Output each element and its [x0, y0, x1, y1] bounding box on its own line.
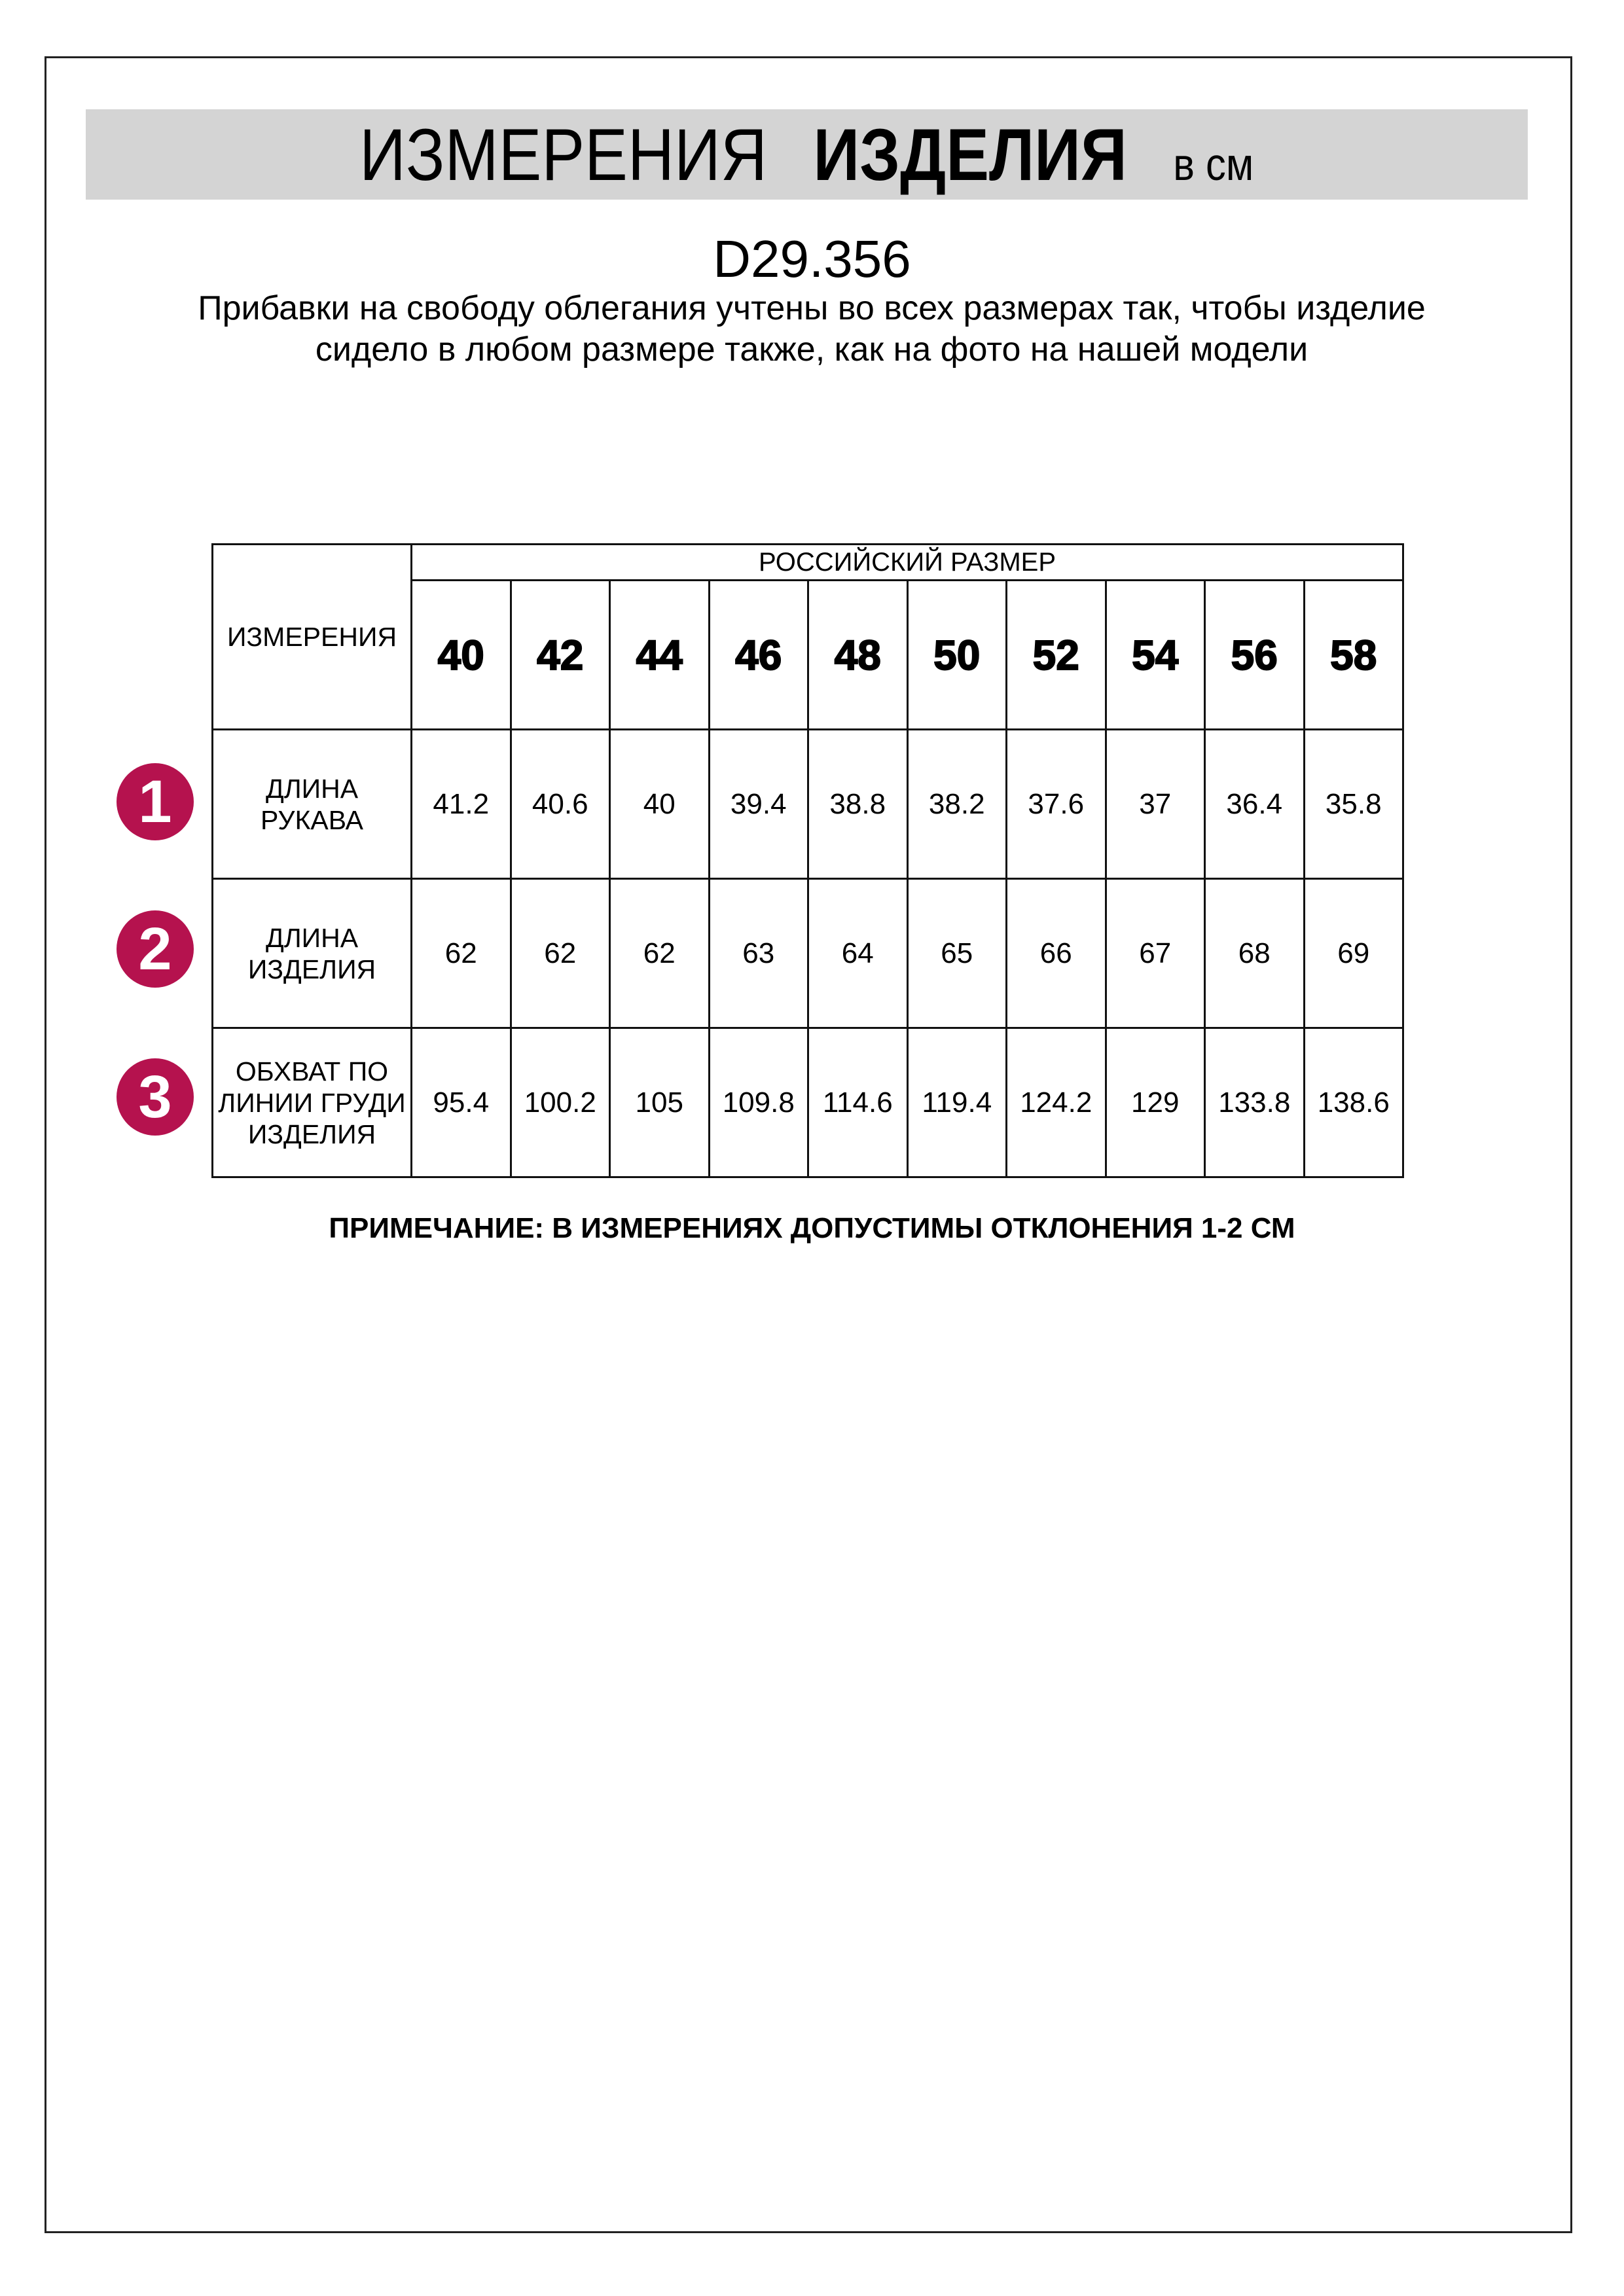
measure-value: 95.4: [410, 1027, 512, 1178]
size-header: 50: [906, 579, 1007, 730]
measure-value: 41.2: [410, 728, 512, 880]
measure-value: 138.6: [1303, 1027, 1404, 1178]
size-header: 56: [1204, 579, 1305, 730]
measure-value: 37.6: [1005, 728, 1107, 880]
measure-value: 124.2: [1005, 1027, 1107, 1178]
measure-value: 38.2: [906, 728, 1007, 880]
size-header: 54: [1104, 579, 1206, 730]
measure-value: 109.8: [708, 1027, 809, 1178]
note: ПРИМЕЧАНИЕ: В ИЗМЕРЕНИЯХ ДОПУСТИМЫ ОТКЛО…: [329, 1212, 1295, 1244]
header-band: [86, 109, 1528, 200]
measure-value: 39.4: [708, 728, 809, 880]
measure-value: 37: [1104, 728, 1206, 880]
size-header: 58: [1303, 579, 1404, 730]
measure-value: 64: [807, 878, 909, 1029]
measure-value: 114.6: [807, 1027, 909, 1178]
page-border: [45, 56, 1572, 2233]
measure-value: 62: [410, 878, 512, 1029]
size-group-header: РОССИЙСКИЙ РАЗМЕР: [410, 543, 1404, 581]
measure-value: 129: [1104, 1027, 1206, 1178]
description: Прибавки на свободу облегания учтены во …: [198, 289, 1426, 368]
number-badge: 3: [117, 1058, 194, 1136]
measure-label: ОБХВАТ ПО ЛИНИИ ГРУДИ ИЗДЕЛИЯ: [211, 1027, 412, 1178]
measure-value: 68: [1204, 878, 1305, 1029]
table-row: ОБХВАТ ПО ЛИНИИ ГРУДИ ИЗДЕЛИЯ 95.4 100.2 10…: [211, 1027, 1404, 1178]
measure-value: 40: [609, 728, 710, 880]
article-code: D29.356: [713, 230, 911, 288]
measure-value: 62: [609, 878, 710, 1029]
title-bold: ИЗДЕЛИЯ: [813, 113, 1128, 196]
measure-label: ДЛИНА ИЗДЕЛИЯ: [211, 878, 412, 1029]
measure-value: 62: [509, 878, 611, 1029]
number-badge: 1: [117, 763, 194, 840]
measure-value: 65: [906, 878, 1007, 1029]
measure-label: ДЛИНА РУКАВА: [211, 728, 412, 880]
measure-value: 40.6: [509, 728, 611, 880]
table-row: ДЛИНА ИЗДЕЛИЯ 62 62 62 63 64 65 66 67 68 69: [211, 878, 1404, 1029]
measure-value: 119.4: [906, 1027, 1007, 1178]
size-table: ИЗМЕРЕНИЯ РОССИЙСКИЙ РАЗМЕР 40 42 44 46 48 50…: [211, 543, 1404, 1178]
measure-value: 69: [1303, 878, 1404, 1029]
title-unit: в см: [1173, 138, 1254, 190]
size-header: 46: [708, 579, 809, 730]
title-regular: ИЗМЕРЕНИЯ: [359, 113, 768, 196]
measure-header: ИЗМЕРЕНИЯ: [211, 543, 412, 730]
table-row: ДЛИНА РУКАВА 41.2 40.6 40 39.4 38.8 38.2 37.6 37…: [211, 728, 1404, 880]
measure-value: 35.8: [1303, 728, 1404, 880]
page-title: ИЗМЕРЕНИЯ ИЗДЕЛИЯ в см: [86, 109, 1528, 200]
size-header: 48: [807, 579, 909, 730]
measure-value: 133.8: [1204, 1027, 1305, 1178]
measure-value: 100.2: [509, 1027, 611, 1178]
size-header: 42: [509, 579, 611, 730]
measure-value: 67: [1104, 878, 1206, 1029]
measure-value: 66: [1005, 878, 1107, 1029]
measure-value: 36.4: [1204, 728, 1305, 880]
size-header: 44: [609, 579, 710, 730]
size-header: 40: [410, 579, 512, 730]
measure-value: 63: [708, 878, 809, 1029]
size-header: 52: [1005, 579, 1107, 730]
measure-value: 105: [609, 1027, 710, 1178]
number-badge: 2: [117, 910, 194, 988]
measure-value: 38.8: [807, 728, 909, 880]
